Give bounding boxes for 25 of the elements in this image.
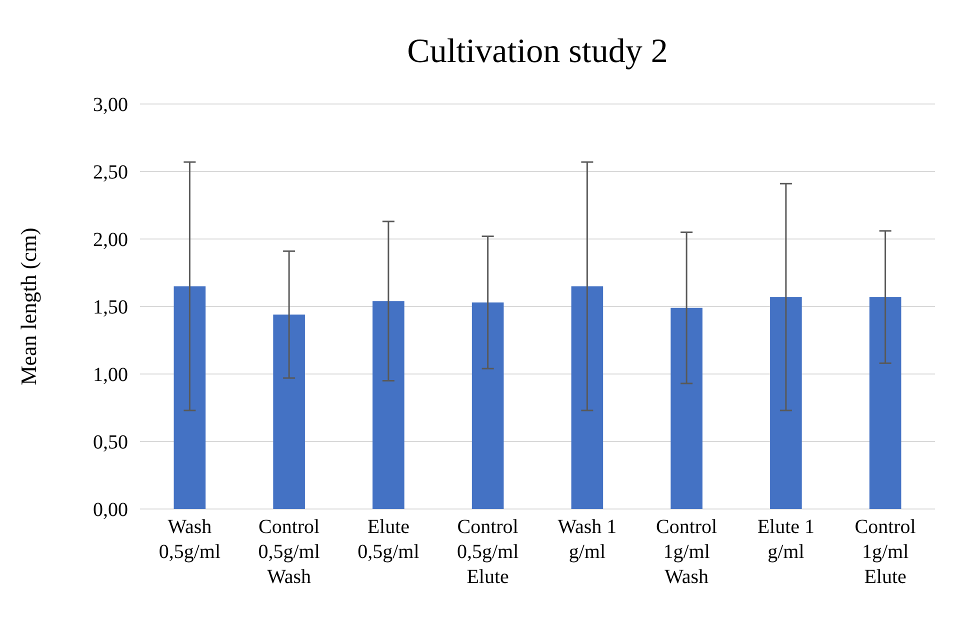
bar xyxy=(174,286,206,509)
bar xyxy=(869,297,902,509)
x-tick-label: Control 1g/ml Wash xyxy=(656,516,718,588)
y-tick-label: 0,50 xyxy=(93,432,128,454)
x-tick-label: Wash 0,5g/ml xyxy=(158,516,221,563)
y-tick-label: 0,00 xyxy=(93,499,128,521)
y-tick-label: 1,00 xyxy=(93,364,128,386)
bar xyxy=(472,302,504,509)
bar xyxy=(670,308,702,509)
y-tick-label: 1,50 xyxy=(93,296,128,318)
x-tick-label: Control 0,5g/ml Elute xyxy=(456,516,520,588)
y-tick-label: 3,00 xyxy=(93,94,128,116)
x-tick-label: Elute 0,5g/ml xyxy=(358,516,420,563)
x-tick-label: Control 0,5g/ml Wash xyxy=(258,516,320,588)
x-tick-label: Elute 1 g/ml xyxy=(757,516,815,563)
bar xyxy=(273,314,305,509)
y-axis-title: Mean length (cm) xyxy=(16,228,41,386)
bar xyxy=(770,297,802,509)
x-tick-label: Wash 1 g/ml xyxy=(558,516,617,563)
bar xyxy=(372,301,404,509)
bar xyxy=(571,286,604,509)
x-tick-label: Control 1g/ml Elute xyxy=(854,516,916,588)
y-tick-label: 2,50 xyxy=(93,162,128,184)
y-tick-label: 2,00 xyxy=(93,229,128,251)
chart-title: Cultivation study 2 xyxy=(407,33,668,70)
